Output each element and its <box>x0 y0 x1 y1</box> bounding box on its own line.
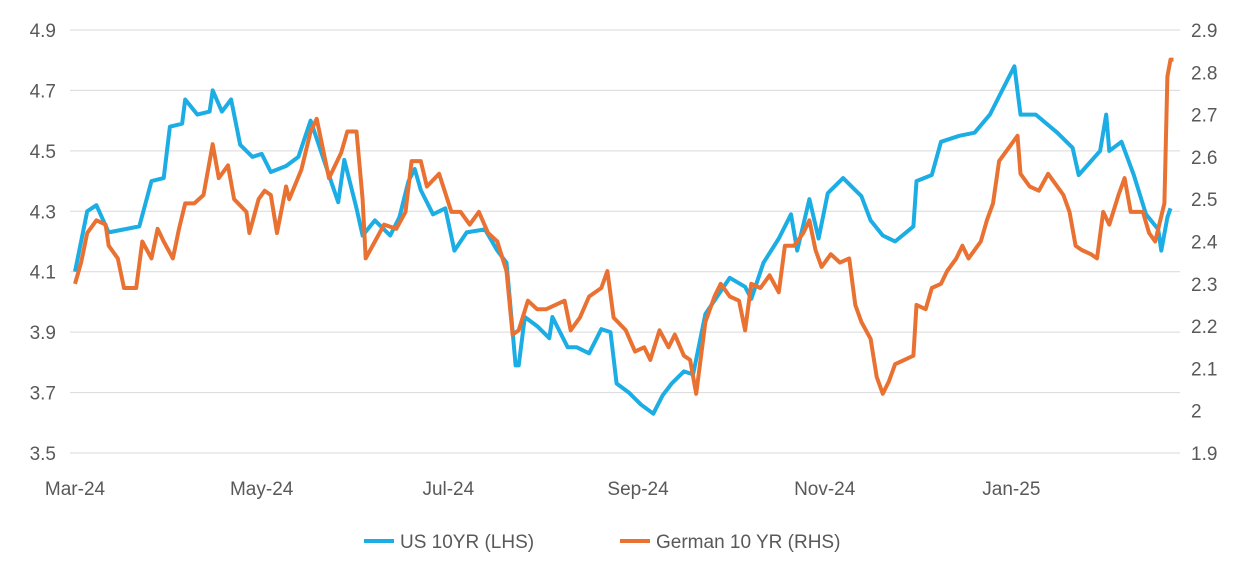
right-tick-label: 2.9 <box>1191 21 1217 42</box>
x-tick-label: Nov-24 <box>794 479 856 500</box>
legend: US 10YR (LHS) German 10 YR (RHS) <box>364 532 840 553</box>
legend-label-us-10yr: US 10YR (LHS) <box>400 532 534 553</box>
x-tick-label: Mar-24 <box>45 479 106 500</box>
left-tick-label: 3.9 <box>30 323 56 344</box>
right-tick-label: 2.8 <box>1191 63 1217 84</box>
right-axis-ticks: 1.9 2 2.1 2.2 2.3 2.4 2.5 2.6 2.7 2.8 2.9 <box>1191 21 1218 465</box>
x-axis-ticks: Mar-24 May-24 Jul-24 Sep-24 Nov-24 Jan-25 <box>45 479 1041 500</box>
legend-label-german-10yr: German 10 YR (RHS) <box>656 532 840 553</box>
left-tick-label: 3.7 <box>30 384 56 405</box>
left-tick-label: 4.9 <box>30 21 56 42</box>
left-tick-label: 4.1 <box>30 263 56 284</box>
series-line-german-10yr <box>73 57 1174 396</box>
left-tick-label: 4.3 <box>30 202 56 223</box>
right-tick-label: 2.4 <box>1191 233 1218 254</box>
left-tick-label: 4.7 <box>30 81 56 102</box>
series-line-us-10yr <box>73 64 1173 416</box>
left-tick-label: 3.5 <box>30 444 56 465</box>
left-axis-ticks: 3.5 3.7 3.9 4.1 4.3 4.5 4.7 4.9 <box>30 21 56 465</box>
right-tick-label: 2.6 <box>1191 148 1217 169</box>
right-tick-label: 2.7 <box>1191 106 1217 127</box>
right-tick-label: 2.2 <box>1191 317 1217 338</box>
right-tick-label: 1.9 <box>1191 444 1217 465</box>
x-tick-label: May-24 <box>230 479 294 500</box>
right-tick-label: 2.1 <box>1191 359 1217 380</box>
right-tick-label: 2.5 <box>1191 190 1217 211</box>
left-tick-label: 4.5 <box>30 142 56 163</box>
x-tick-label: Jan-25 <box>982 479 1040 500</box>
x-tick-label: Sep-24 <box>607 479 669 500</box>
right-tick-label: 2.3 <box>1191 275 1217 296</box>
series-lines <box>73 57 1174 416</box>
x-tick-label: Jul-24 <box>422 479 474 500</box>
right-tick-label: 2 <box>1191 402 1202 423</box>
